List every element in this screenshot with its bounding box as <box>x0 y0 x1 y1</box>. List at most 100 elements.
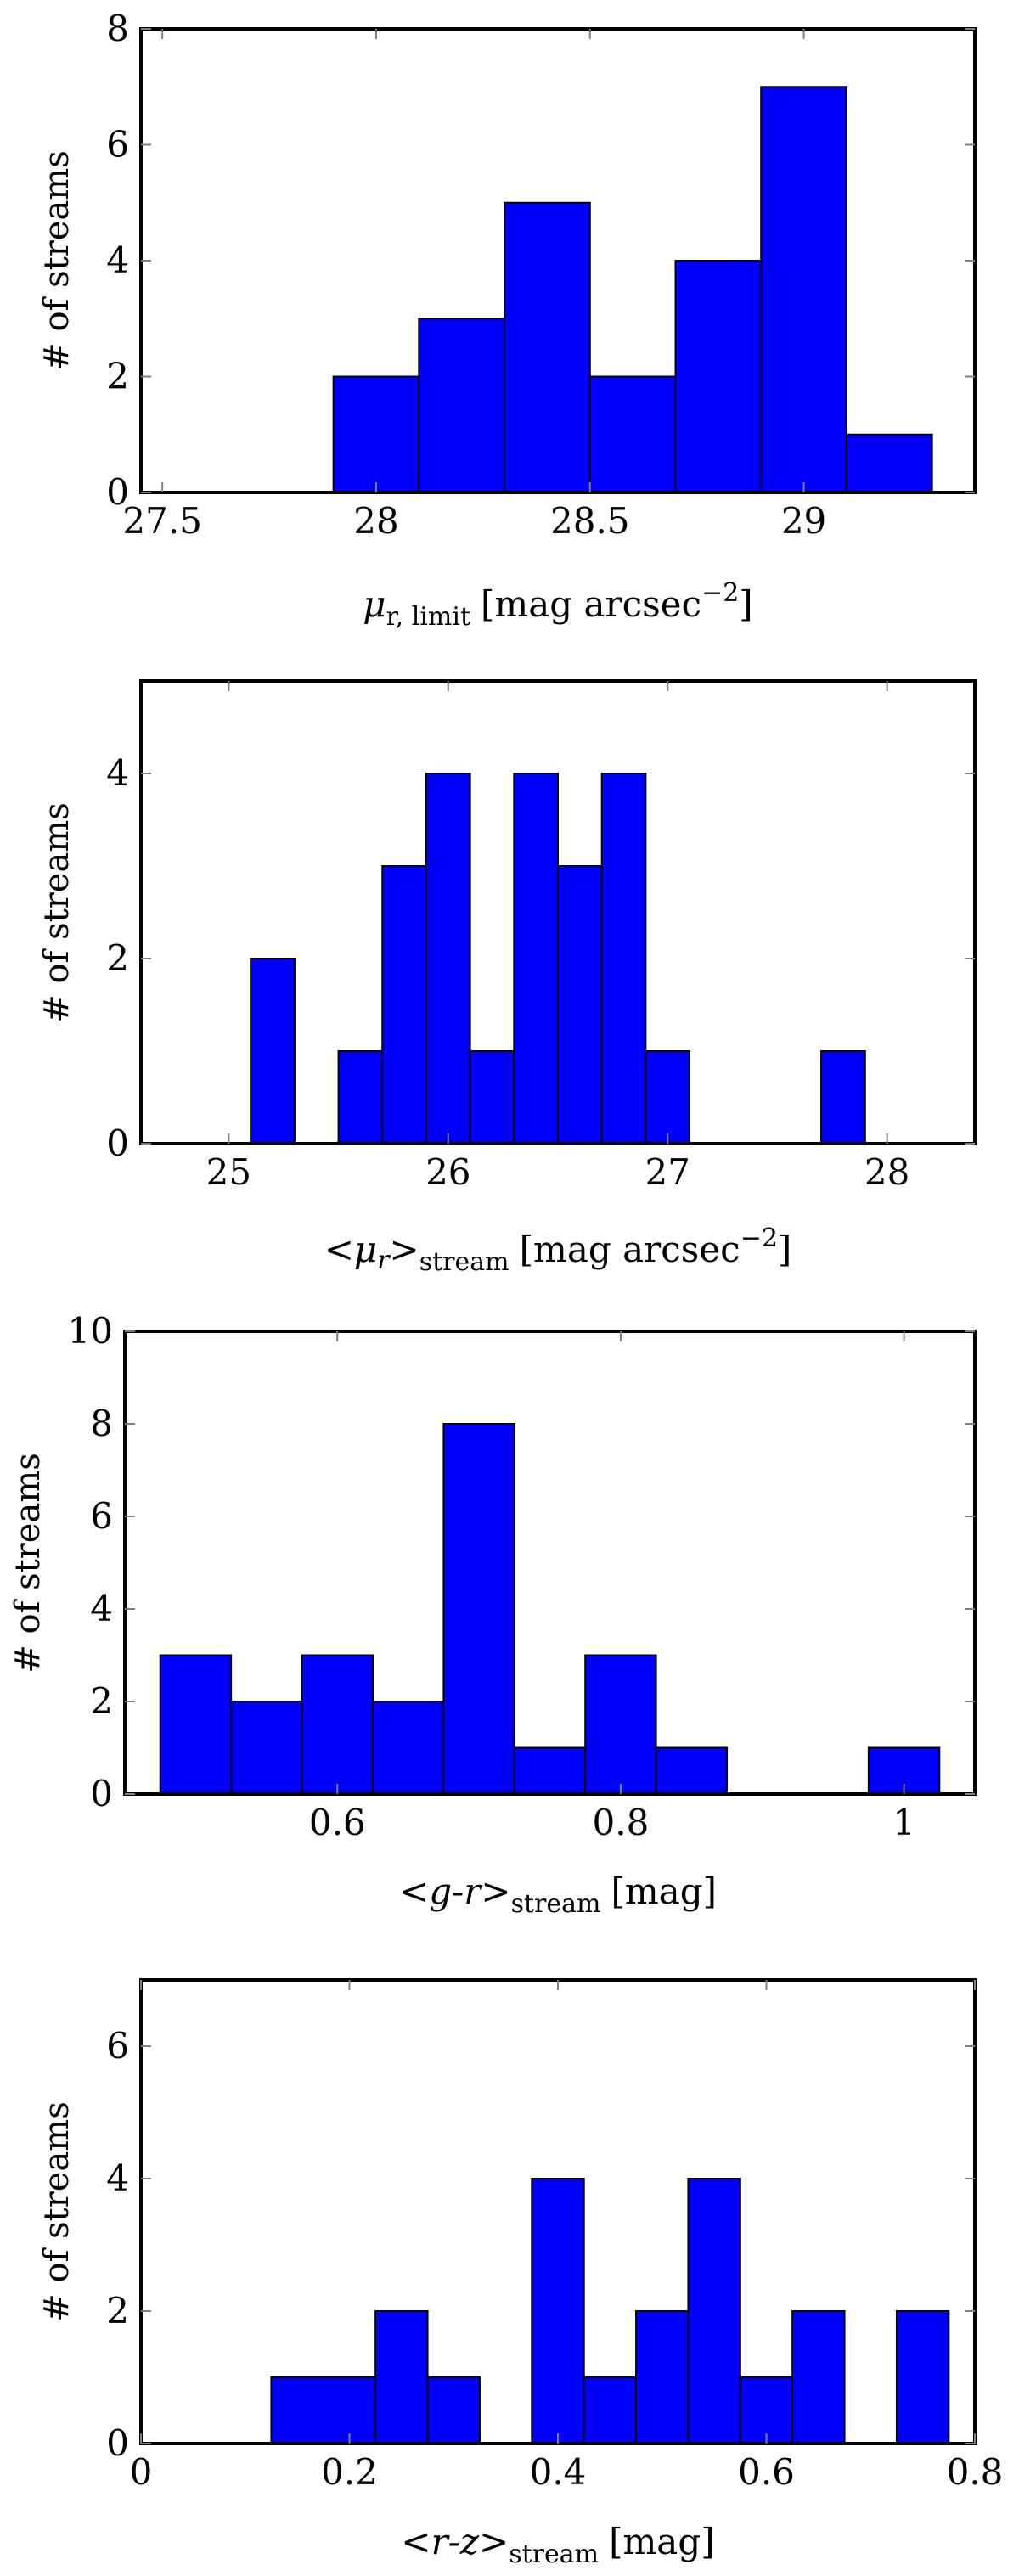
histogram-bar <box>895 2310 950 2444</box>
y-tick-label: 8 <box>106 8 129 49</box>
x-axis-label-unit: [mag] <box>611 1870 717 1912</box>
histogram-bar <box>230 1701 303 1795</box>
panel-mean-surface-brightness: 25 26 27 28 0 2 4 # of streams <μr>stream [mag … <box>37 679 977 1277</box>
y-tick-label: 2 <box>90 1680 113 1722</box>
histogram-bar <box>584 1654 657 1795</box>
x-axis-label: <r-z>stream [mag] <box>401 2521 714 2569</box>
x-tick-label: 25 <box>206 1151 251 1193</box>
x-tick-label: 0 <box>130 2451 153 2493</box>
x-axis-label-superscript: −2 <box>701 578 739 608</box>
y-tick-label: 0 <box>106 2422 129 2464</box>
histogram-bar <box>332 375 420 493</box>
x-tick-label: 27.5 <box>122 500 202 542</box>
y-tick-label: 0 <box>106 471 129 513</box>
panel-surface-brightness-limit: 27.5 28 28.5 29 0 2 4 6 8 # of streams μr, limit… <box>37 8 977 632</box>
histogram-bar <box>442 1423 515 1795</box>
histogram-bar <box>337 1050 384 1145</box>
bars-layer <box>159 1423 941 1795</box>
plot-frame <box>139 679 977 1145</box>
histogram-bar <box>687 2178 741 2444</box>
histogram-bar <box>381 865 427 1145</box>
x-tick-label: 1 <box>892 1802 915 1843</box>
histogram-bar <box>374 2310 429 2444</box>
x-axis-label-unit: [mag] <box>609 2521 715 2562</box>
y-axis-label: # of streams <box>8 1453 48 1673</box>
x-tick-label: 0.6 <box>309 1802 366 1843</box>
x-tick-label: 29 <box>781 500 826 542</box>
histogram-bar <box>371 1701 445 1795</box>
histogram-bar <box>270 2376 377 2444</box>
histogram-bar <box>513 773 560 1145</box>
y-tick-label: 0 <box>90 1773 113 1814</box>
x-axis-label-symbol: μ <box>354 1229 377 1270</box>
histogram-bar <box>845 433 933 493</box>
x-tick-label: 28 <box>864 1151 909 1193</box>
histogram-bar <box>655 1746 729 1795</box>
x-axis-label-superscript: −2 <box>740 1223 778 1253</box>
x-axis-label-close-bracket: > <box>479 2521 509 2562</box>
x-axis-label-subscript: stream <box>509 2539 599 2569</box>
x-axis-label-italic: r-z <box>431 2521 480 2562</box>
histogram-bar <box>674 260 763 493</box>
y-tick-label: 4 <box>106 752 129 794</box>
y-axis-label: # of streams <box>37 802 76 1023</box>
y-tick-label: 2 <box>106 356 129 397</box>
x-axis-label-close-bracket: > <box>481 1870 510 1912</box>
histogram-bar <box>583 2376 638 2444</box>
x-axis-label-close-bracket: > <box>390 1229 419 1270</box>
x-tick-label: 28.5 <box>550 500 630 542</box>
x-axis-label-subscript: r, limit <box>386 602 470 632</box>
y-tick-label: 6 <box>106 2025 129 2067</box>
histogram-bar <box>469 1050 515 1145</box>
histogram-bar <box>588 375 677 493</box>
histogram-bar <box>159 1654 233 1795</box>
histogram-bar <box>250 958 296 1145</box>
x-tick-label: 0.8 <box>593 1802 650 1843</box>
x-axis-label-subscript: stream <box>511 1889 601 1919</box>
bars-layer <box>270 2178 950 2444</box>
x-axis-label-close: ] <box>778 1229 791 1270</box>
y-tick-label: 4 <box>106 2157 129 2199</box>
y-tick-label: 10 <box>68 1310 113 1352</box>
x-axis-label-open: < <box>324 1229 354 1270</box>
ticks-layer: 25 26 27 28 0 2 4 <box>106 681 975 1193</box>
y-tick-label: 6 <box>90 1495 113 1537</box>
histogram-bar <box>820 1050 866 1145</box>
x-tick-label: 27 <box>645 1151 690 1193</box>
plot-frame <box>123 1330 977 1796</box>
x-axis-label: <g-r>stream [mag] <box>399 1870 717 1919</box>
histogram-bar <box>635 2310 690 2444</box>
histogram-bar <box>760 86 847 493</box>
x-axis-label-unit: [mag arcsec <box>481 583 701 625</box>
x-axis-label-symbol: μ <box>363 583 386 625</box>
x-axis-label-italic: r <box>377 1246 391 1275</box>
y-axis-label: # of streams <box>37 2101 76 2322</box>
y-tick-label: 2 <box>106 937 129 979</box>
bars-layer <box>250 773 866 1145</box>
histogram-bar <box>426 2376 481 2444</box>
x-axis-label-italic: g-r <box>429 1870 483 1912</box>
y-tick-label: 0 <box>106 1122 129 1164</box>
x-axis-label-close: ] <box>739 583 752 625</box>
histogram-bar <box>531 2178 585 2444</box>
panel-r-z-color: 0 0.2 0.4 0.6 0.8 0 2 4 6 # of streams <r-z>stre… <box>37 1978 1003 2569</box>
histogram-bar <box>418 318 506 493</box>
ticks-layer: 0 0.2 0.4 0.6 0.8 0 2 4 6 <box>106 1980 1003 2493</box>
x-axis-label-open: < <box>399 1870 429 1912</box>
y-tick-label: 4 <box>106 239 129 281</box>
x-tick-label: 0.8 <box>947 2451 1004 2493</box>
ticks-layer: 27.5 28 28.5 29 0 2 4 6 8 <box>106 8 975 542</box>
x-axis-label: μr, limit [mag arcsec−2] <box>363 578 752 632</box>
y-tick-label: 6 <box>106 124 129 166</box>
x-axis-label-open: < <box>401 2521 431 2562</box>
histogram-bar <box>513 1746 587 1795</box>
histogram-bar <box>504 201 591 493</box>
x-tick-label: 28 <box>353 500 398 542</box>
histogram-bar <box>791 2310 846 2444</box>
histogram-bar <box>301 1654 374 1795</box>
x-axis-label-unit: [mag arcsec <box>520 1229 740 1270</box>
x-tick-label: 26 <box>425 1151 470 1193</box>
y-tick-label: 4 <box>90 1588 113 1629</box>
histogram-bar <box>425 773 471 1145</box>
